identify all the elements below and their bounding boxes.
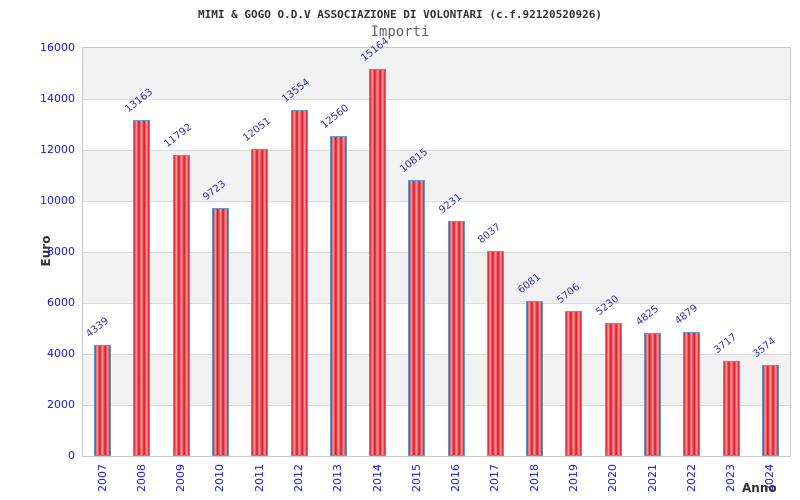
bar [722, 361, 740, 456]
bar [447, 220, 465, 456]
bar [133, 120, 151, 456]
x-tick-label: 2016 [449, 464, 463, 492]
gridline [83, 150, 790, 151]
bar-value-label: 12560 [319, 102, 352, 131]
plot-band [83, 354, 790, 405]
chart-title: MIMI & GOGO O.D.V ASSOCIAZIONE DI VOLONT… [198, 8, 602, 21]
gridline [83, 405, 790, 406]
bar [172, 155, 190, 456]
gridline [83, 252, 790, 253]
x-tick-label: 2021 [645, 464, 659, 492]
plot-band [83, 150, 790, 201]
bar [329, 135, 347, 456]
bar [526, 300, 544, 456]
bar [565, 310, 583, 456]
gridline [83, 201, 790, 202]
plot-band [83, 48, 790, 99]
x-tick-label: 2018 [527, 464, 541, 492]
bar-value-label: 8037 [476, 221, 504, 247]
y-tick-label: 4000 [47, 347, 75, 360]
bar-value-label: 11792 [162, 122, 195, 151]
y-tick-label: 10000 [40, 194, 75, 207]
bar-value-label: 12051 [240, 115, 273, 144]
bar [761, 364, 779, 456]
x-tick-label: 2019 [566, 464, 580, 492]
y-tick-label: 8000 [47, 245, 75, 258]
x-tick-label: 2008 [134, 464, 148, 492]
bar [604, 322, 622, 456]
gridline [83, 303, 790, 304]
gridline [83, 99, 790, 100]
bar [94, 345, 112, 456]
plot-band [83, 252, 790, 303]
plot-area: 0 2000 4000 6000 8000 10000 12000 14000 16000 433… [40, 36, 791, 492]
bar [251, 148, 269, 456]
gridline [83, 354, 790, 355]
y-tick-label: 6000 [47, 296, 75, 309]
x-tick-label: 2014 [370, 464, 384, 492]
y-tick-label: 12000 [40, 143, 75, 156]
bar [683, 331, 701, 456]
bar [644, 332, 662, 456]
x-axis-title: Anno [742, 481, 777, 495]
bar-value-label: 4339 [83, 316, 111, 341]
y-tick-label: 14000 [40, 92, 75, 105]
bar [408, 180, 426, 456]
x-tick-label: 2012 [292, 464, 306, 492]
x-tick-label: 2007 [95, 464, 109, 492]
bar-value-label: 4879 [673, 302, 700, 327]
y-tick-label: 2000 [47, 398, 75, 411]
bar-value-label: 4825 [633, 303, 661, 328]
bar [486, 251, 504, 456]
x-tick-label: 2020 [606, 464, 620, 492]
x-tick-label: 2009 [174, 464, 188, 492]
y-tick-label: 0 [68, 449, 75, 462]
y-tick-label: 16000 [40, 41, 75, 54]
x-tick-label: 2022 [684, 464, 698, 492]
bar-value-label: 3717 [712, 331, 740, 357]
x-tick-label: 2015 [409, 464, 423, 492]
x-tick-label: 2017 [488, 464, 502, 492]
bar [369, 69, 387, 456]
x-tick-label: 2013 [331, 464, 345, 492]
x-tick-label: 2023 [724, 464, 738, 492]
bar [211, 208, 229, 456]
x-tick-label: 2011 [252, 464, 266, 492]
chart-subtitle: Importi [370, 24, 430, 40]
bar [290, 110, 308, 456]
x-tick-label: 2010 [213, 464, 227, 492]
